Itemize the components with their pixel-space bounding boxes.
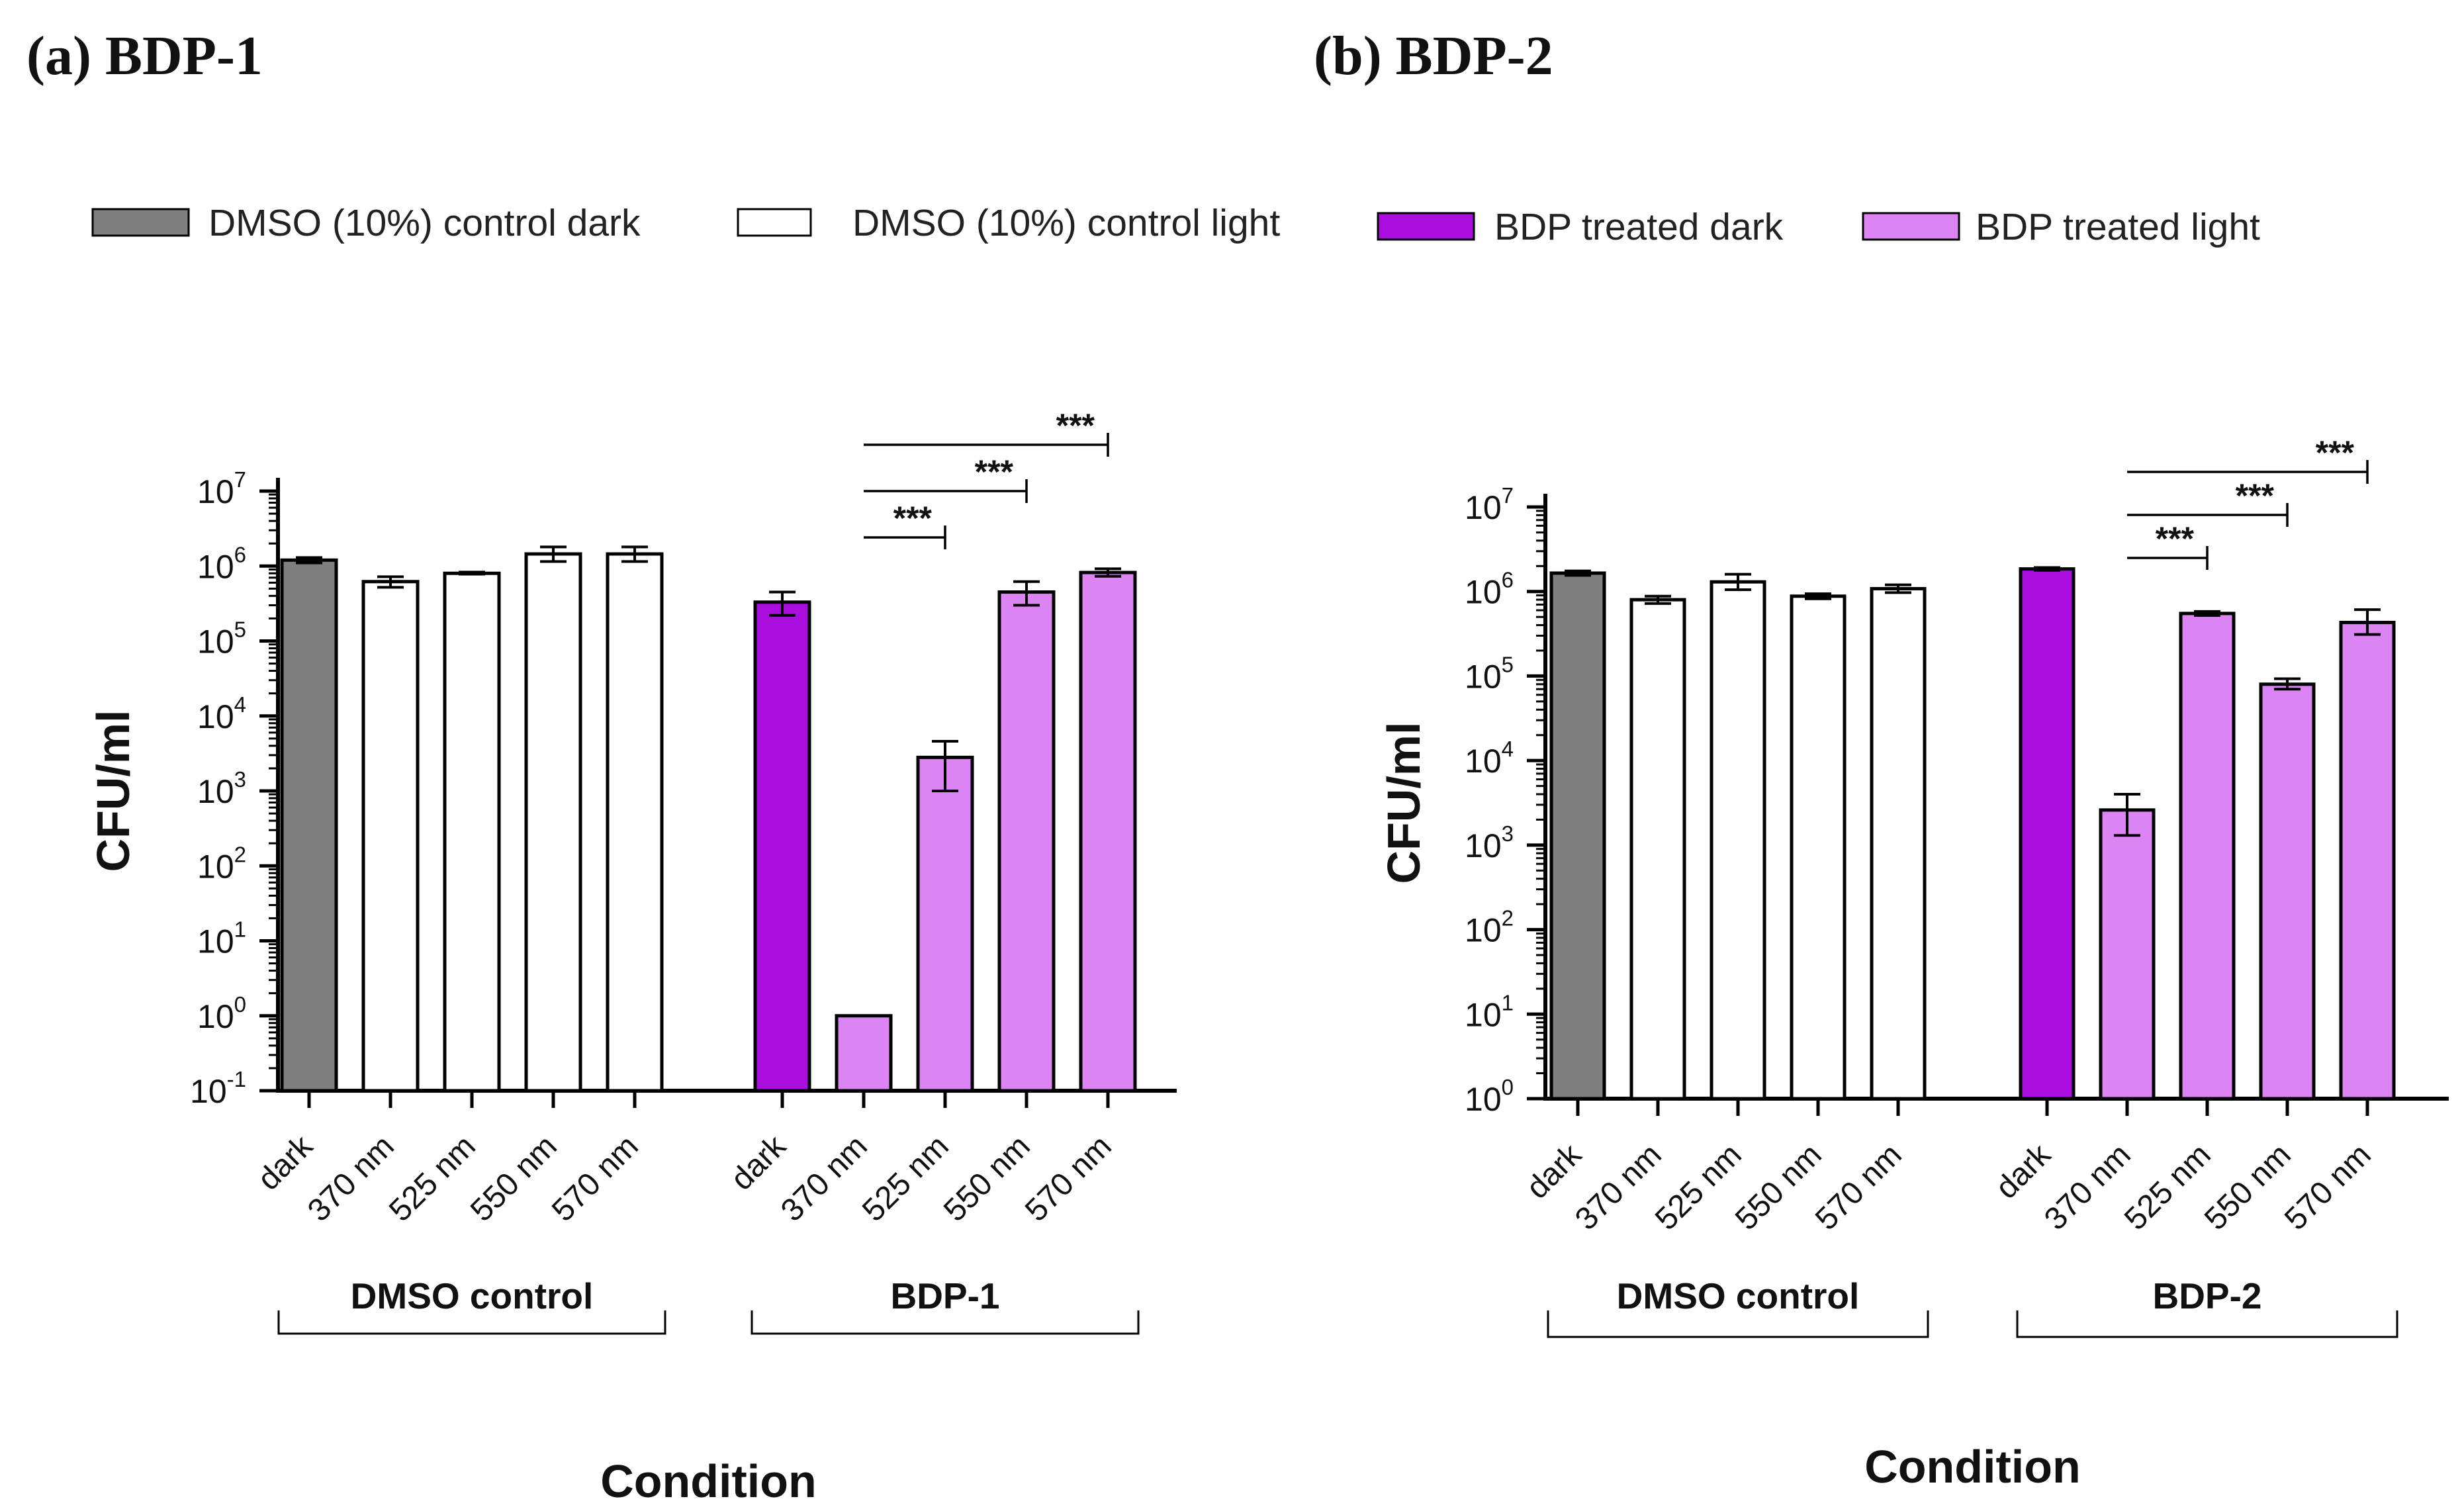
y-tick-label: 106 — [197, 542, 246, 585]
bar — [2019, 567, 2076, 1101]
significance-label: *** — [893, 500, 933, 537]
significance-label: *** — [975, 453, 1014, 490]
bar — [2099, 808, 2156, 1101]
y-tick-label: 100 — [1465, 1075, 1514, 1118]
legend-swatch-treated-dark — [1377, 212, 1475, 241]
legend-label-control-dark: DMSO (10%) control dark — [208, 202, 641, 244]
x-category-label: 570 nm — [1019, 1128, 1118, 1228]
significance-label: *** — [2236, 477, 2275, 514]
x-category-label: dark — [724, 1128, 793, 1197]
x-category-label: 525 nm — [1649, 1137, 1749, 1237]
y-tick-label: 105 — [197, 618, 246, 661]
bar — [1710, 580, 1766, 1101]
chart-bdp-1: 10-1100101102103104105106107CFU/mldark37… — [87, 407, 1177, 1507]
legend-swatch-control-dark — [91, 208, 190, 237]
x-category-label: 525 nm — [856, 1128, 956, 1228]
y-tick-label: 101 — [1465, 990, 1514, 1033]
group-label: DMSO control — [1617, 1275, 1860, 1316]
bar — [280, 558, 338, 1093]
group-label: DMSO control — [351, 1275, 594, 1316]
y-tick-label: 106 — [1465, 568, 1514, 611]
x-category-label: 550 nm — [2198, 1137, 2298, 1237]
legend-swatch-treated-light — [1862, 212, 1960, 241]
bar — [835, 1014, 893, 1093]
y-axis-title: CFU/ml — [87, 710, 139, 872]
x-category-label: 550 nm — [1729, 1137, 1829, 1237]
bar — [2179, 612, 2236, 1101]
bar — [916, 755, 974, 1093]
group-bracket — [1547, 1310, 1929, 1338]
group-label: BDP-2 — [2152, 1275, 2261, 1316]
y-tick-label: 10-1 — [190, 1067, 246, 1110]
y-tick-label: 107 — [197, 467, 246, 510]
bar — [524, 552, 582, 1093]
bar — [1870, 586, 1927, 1101]
x-axis-title: Condition — [1864, 1441, 2081, 1492]
x-category-label: 570 nm — [2278, 1137, 2378, 1237]
significance-label: *** — [2156, 520, 2195, 557]
group-bracket — [751, 1310, 1140, 1335]
bar — [2339, 621, 2396, 1101]
y-tick-label: 105 — [1465, 652, 1514, 695]
group-label: BDP-1 — [890, 1275, 999, 1316]
group-bracket — [277, 1310, 666, 1335]
y-tick-label: 104 — [1465, 737, 1514, 780]
y-tick-label: 102 — [1465, 906, 1514, 949]
x-category-label: dark — [1989, 1137, 2058, 1206]
bar — [997, 590, 1056, 1093]
x-category-label: 370 nm — [2038, 1137, 2138, 1237]
y-tick-label: 103 — [1465, 821, 1514, 864]
bar — [1629, 598, 1686, 1101]
bar — [1079, 571, 1137, 1093]
y-tick-label: 107 — [1465, 483, 1514, 526]
legend-label-treated-light: BDP treated light — [1976, 206, 2260, 248]
x-category-label: 370 nm — [774, 1128, 874, 1228]
x-category-label: 525 nm — [2118, 1137, 2218, 1237]
bar — [2259, 682, 2316, 1101]
y-tick-label: 100 — [197, 992, 246, 1035]
x-category-label: dark — [251, 1128, 320, 1197]
x-category-label: 370 nm — [1569, 1137, 1668, 1237]
x-category-label: 525 nm — [383, 1128, 482, 1228]
x-category-label: 550 nm — [937, 1128, 1037, 1228]
x-category-label: 570 nm — [545, 1128, 645, 1228]
y-tick-label: 101 — [197, 917, 246, 960]
bar — [1549, 571, 1606, 1101]
y-axis-title: CFU/ml — [1378, 722, 1430, 884]
bar — [606, 552, 664, 1093]
x-axis-title: Condition — [600, 1455, 817, 1507]
legend: DMSO (10%) control dark DMSO (10%) contr… — [91, 202, 2260, 248]
bar — [1790, 594, 1847, 1101]
legend-label-treated-dark: BDP treated dark — [1494, 206, 1784, 248]
x-category-label: 550 nm — [464, 1128, 564, 1228]
y-tick-label: 102 — [197, 842, 246, 885]
x-category-label: dark — [1520, 1137, 1588, 1206]
panel-b-title: (b) BDP-2 — [1314, 25, 1553, 87]
y-tick-label: 103 — [197, 767, 246, 810]
bar — [361, 580, 420, 1093]
significance-label: *** — [1056, 407, 1095, 444]
legend-label-control-light: DMSO (10%) control light — [852, 202, 1280, 244]
group-bracket — [2016, 1310, 2398, 1338]
bar — [443, 571, 501, 1093]
x-category-label: 370 nm — [301, 1128, 401, 1228]
significance-label: *** — [2316, 434, 2355, 471]
legend-swatch-control-light — [737, 208, 812, 237]
y-tick-label: 104 — [197, 692, 246, 735]
bar — [753, 600, 811, 1093]
panel-a-title: (a) BDP-1 — [26, 25, 263, 87]
x-category-label: 570 nm — [1809, 1137, 1909, 1237]
